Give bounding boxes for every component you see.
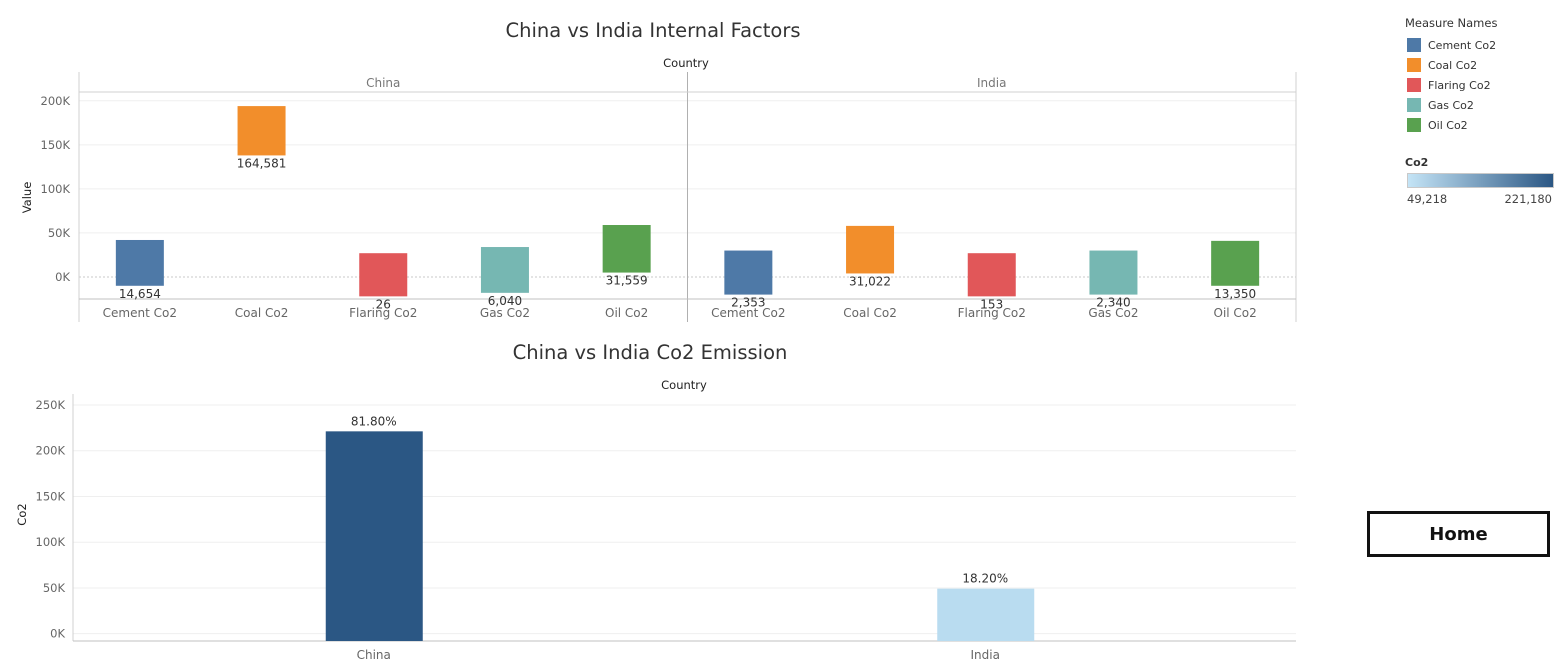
legend-label: Cement Co2 <box>1428 38 1497 52</box>
x-tick-label: Gas Co2 <box>480 306 530 320</box>
x-tick-label: Oil Co2 <box>1214 306 1257 320</box>
legend: Measure Names Cement Co2 Coal Co2 Flaring … <box>1405 16 1565 206</box>
chart-title: China vs India Internal Factors <box>505 19 800 42</box>
y-tick-label: 100K <box>36 535 66 549</box>
y-tick-label: 250K <box>36 398 66 412</box>
bar <box>602 225 651 273</box>
data-label: 2,340 <box>1096 296 1130 310</box>
bar <box>967 253 1016 297</box>
data-label: 6,040 <box>488 294 522 308</box>
y-tick-label: 200K <box>41 94 71 108</box>
y-tick-label: 100K <box>41 182 71 196</box>
bar <box>1089 250 1138 295</box>
x-tick-label: Coal Co2 <box>843 306 897 320</box>
bar <box>237 106 286 156</box>
data-label: 31,559 <box>606 274 648 288</box>
legend-label: Oil Co2 <box>1428 118 1468 132</box>
y-axis-label: Value <box>20 182 34 214</box>
data-label: 153 <box>980 297 1003 311</box>
x-tick-label: Cement Co2 <box>711 306 785 320</box>
bar <box>937 588 1035 641</box>
bar <box>325 431 423 641</box>
x-tick-label: Oil Co2 <box>605 306 648 320</box>
bar <box>1211 240 1260 286</box>
x-tick-label: India <box>971 648 1000 662</box>
data-label: 2,353 <box>731 296 765 310</box>
legend-item[interactable]: Gas Co2 <box>1405 95 1565 115</box>
legend-item[interactable]: Oil Co2 <box>1405 115 1565 135</box>
x-tick-label: Cement Co2 <box>103 306 177 320</box>
column-header: Country <box>661 378 707 392</box>
legend-item[interactable]: Coal Co2 <box>1405 55 1565 75</box>
panel-header-china: China <box>366 76 400 90</box>
y-axis-label: Co2 <box>15 503 29 525</box>
legend-swatch <box>1407 98 1421 112</box>
bar <box>115 239 164 286</box>
data-label: 164,581 <box>237 156 287 170</box>
bar <box>846 225 895 274</box>
x-tick-label: Flaring Co2 <box>349 306 417 320</box>
data-label: 26 <box>376 297 391 311</box>
y-tick-label: 0K <box>55 270 70 284</box>
legend-label: Gas Co2 <box>1428 98 1474 112</box>
colorbar <box>1407 173 1554 188</box>
data-label: 18.20% <box>962 572 1008 586</box>
legend-swatch <box>1407 78 1421 92</box>
data-label: 14,654 <box>119 287 161 301</box>
bar <box>724 250 773 295</box>
legend-swatch <box>1407 58 1421 72</box>
legend-items: Cement Co2 Coal Co2 Flaring Co2 Gas Co2 Oil … <box>1405 35 1565 135</box>
legend-item[interactable]: Cement Co2 <box>1405 35 1565 55</box>
x-tick-label: China <box>357 648 391 662</box>
x-tick-label: Coal Co2 <box>235 306 289 320</box>
y-tick-label: 150K <box>41 138 71 152</box>
data-label: 31,022 <box>849 274 891 288</box>
y-tick-label: 200K <box>36 444 66 458</box>
data-label: 13,350 <box>1214 287 1256 301</box>
legend-label: Flaring Co2 <box>1428 78 1491 92</box>
y-tick-label: 150K <box>36 489 66 503</box>
chart-title: China vs India Co2 Emission <box>513 341 788 364</box>
column-header: Country <box>663 56 709 70</box>
colorbar-labels: 49,218 221,180 <box>1407 192 1552 206</box>
x-tick-label: Flaring Co2 <box>958 306 1026 320</box>
x-tick-label: Gas Co2 <box>1088 306 1138 320</box>
data-label: 81.80% <box>351 414 397 428</box>
panel-header-india: India <box>977 76 1006 90</box>
y-tick-label: 50K <box>48 226 71 240</box>
bar <box>480 247 529 293</box>
legend-label: Coal Co2 <box>1428 58 1478 72</box>
y-tick-label: 0K <box>50 627 65 641</box>
legend-swatch <box>1407 38 1421 52</box>
colorbar-min-label: 49,218 <box>1407 192 1448 206</box>
legend-title: Measure Names <box>1405 16 1498 30</box>
y-tick-label: 50K <box>43 581 66 595</box>
colorbar-title: Co2 <box>1405 156 1429 169</box>
colorbar-max-label: 221,180 <box>1504 192 1552 206</box>
home-button[interactable]: Home <box>1367 511 1550 557</box>
legend-swatch <box>1407 118 1421 132</box>
bar <box>359 253 408 297</box>
legend-item[interactable]: Flaring Co2 <box>1405 75 1565 95</box>
